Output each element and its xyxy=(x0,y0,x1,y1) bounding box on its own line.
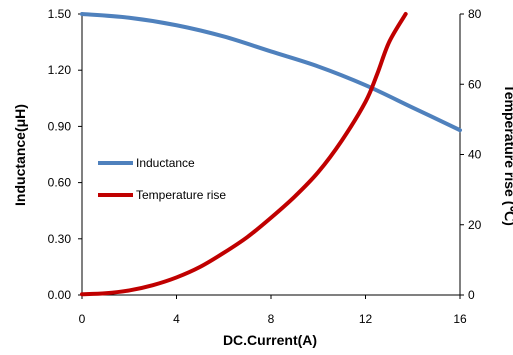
y-left-tick-label: 0.00 xyxy=(48,288,72,302)
y-right-axis-title: Temperature rise (℃) xyxy=(502,84,513,226)
ticks: 0 4 8 12 16 0.00 0.30 0.60 0.90 1.20 1.50 0 20 40 60 80 xyxy=(48,7,482,326)
x-tick-label: 8 xyxy=(268,312,275,326)
legend-label-inductance: Inductance xyxy=(136,156,195,170)
legend-label-temperature: Temperature rise xyxy=(136,188,226,202)
y-right-tick-label: 20 xyxy=(468,218,482,232)
y-right-tick-label: 0 xyxy=(468,288,475,302)
series-line-temperature-rise xyxy=(80,12,408,297)
y-left-tick-label: 0.60 xyxy=(48,176,72,190)
legend: Inductance Temperature rise xyxy=(98,156,226,202)
x-tick-label: 4 xyxy=(173,312,180,326)
x-tick-label: 0 xyxy=(79,312,86,326)
x-axis-title: DC.Current(A) xyxy=(223,332,317,348)
y-left-axis-title: Inductance(μH) xyxy=(12,104,28,206)
x-tick-label: 12 xyxy=(359,312,373,326)
y-left-tick-label: 1.50 xyxy=(48,7,72,21)
y-right-tick-label: 60 xyxy=(468,77,482,91)
y-right-tick-label: 40 xyxy=(468,148,482,162)
x-tick-label: 16 xyxy=(453,312,467,326)
series-line-inductance xyxy=(80,12,462,133)
axes xyxy=(81,14,461,296)
y-left-tick-label: 1.20 xyxy=(48,63,72,77)
y-left-tick-label: 0.90 xyxy=(48,119,72,133)
y-left-tick-label: 0.30 xyxy=(48,232,72,246)
series-layer xyxy=(80,12,462,297)
y-right-tick-label: 80 xyxy=(468,7,482,21)
